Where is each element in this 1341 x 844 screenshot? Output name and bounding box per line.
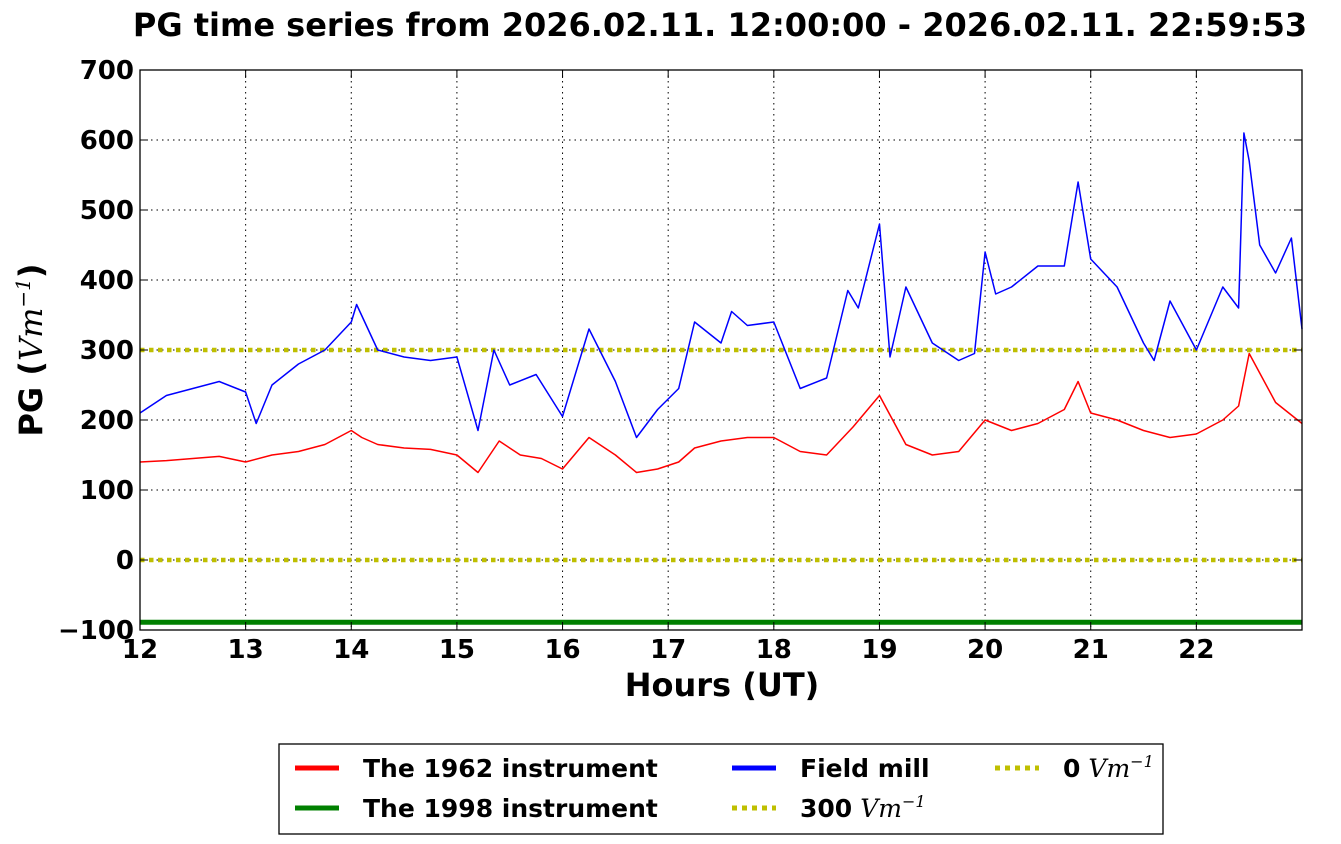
chart-title: PG time series from 2026.02.11. 12:00:00… xyxy=(133,6,1307,44)
series-group xyxy=(139,132,1303,625)
x-tick-label: 20 xyxy=(967,635,1003,665)
x-tick-label: 19 xyxy=(861,635,897,665)
x-tick-label: 13 xyxy=(228,635,264,665)
legend-label: 0 Vm−1 xyxy=(1063,752,1154,783)
y-axis-label-unit: Vm xyxy=(12,308,50,361)
series-line xyxy=(139,352,1303,474)
y-axis-label-prefix: PG ( xyxy=(12,361,50,436)
y-axis-ticks: −100 0 100 200 300 400 500 600 700 xyxy=(58,56,1302,646)
y-tick-label: 200 xyxy=(80,406,134,436)
x-axis-ticks: 12 13 14 15 16 17 18 19 20 21 22 xyxy=(122,70,1214,665)
y-tick-label: −100 xyxy=(58,616,134,646)
y-axis-label-exp: −1 xyxy=(11,278,35,307)
legend: The 1962 instrument Field mill 0 Vm−1 The 19… xyxy=(278,743,1164,835)
legend-label: 300 Vm−1 xyxy=(800,792,926,823)
y-axis-label-suffix: ) xyxy=(12,263,50,278)
x-tick-label: 21 xyxy=(1073,635,1109,665)
x-tick-label: 18 xyxy=(756,635,792,665)
legend-items: The 1962 instrument Field mill 0 Vm−1 The 19… xyxy=(295,752,1154,823)
legend-box xyxy=(278,743,1164,835)
y-tick-label: 100 xyxy=(80,476,134,506)
legend-label: Field mill xyxy=(800,754,930,783)
y-tick-label: 700 xyxy=(80,56,134,86)
x-tick-label: 22 xyxy=(1178,635,1214,665)
y-tick-label: 0 xyxy=(116,546,134,576)
x-tick-label: 12 xyxy=(122,635,158,665)
y-tick-label: 500 xyxy=(80,196,134,226)
x-tick-label: 17 xyxy=(650,635,686,665)
legend-label: The 1962 instrument xyxy=(363,754,658,783)
x-axis-label: Hours (UT) xyxy=(625,666,820,704)
legend-label: The 1998 instrument xyxy=(363,794,658,823)
y-axis-label: PG (Vm−1) xyxy=(11,263,50,436)
x-tick-label: 16 xyxy=(544,635,580,665)
y-tick-label: 300 xyxy=(80,336,134,366)
x-tick-label: 15 xyxy=(439,635,475,665)
reference-lines xyxy=(140,347,1302,563)
x-tick-label: 14 xyxy=(333,635,369,665)
y-tick-label: 400 xyxy=(80,266,134,296)
series-line xyxy=(139,132,1303,439)
y-tick-label: 600 xyxy=(80,126,134,156)
